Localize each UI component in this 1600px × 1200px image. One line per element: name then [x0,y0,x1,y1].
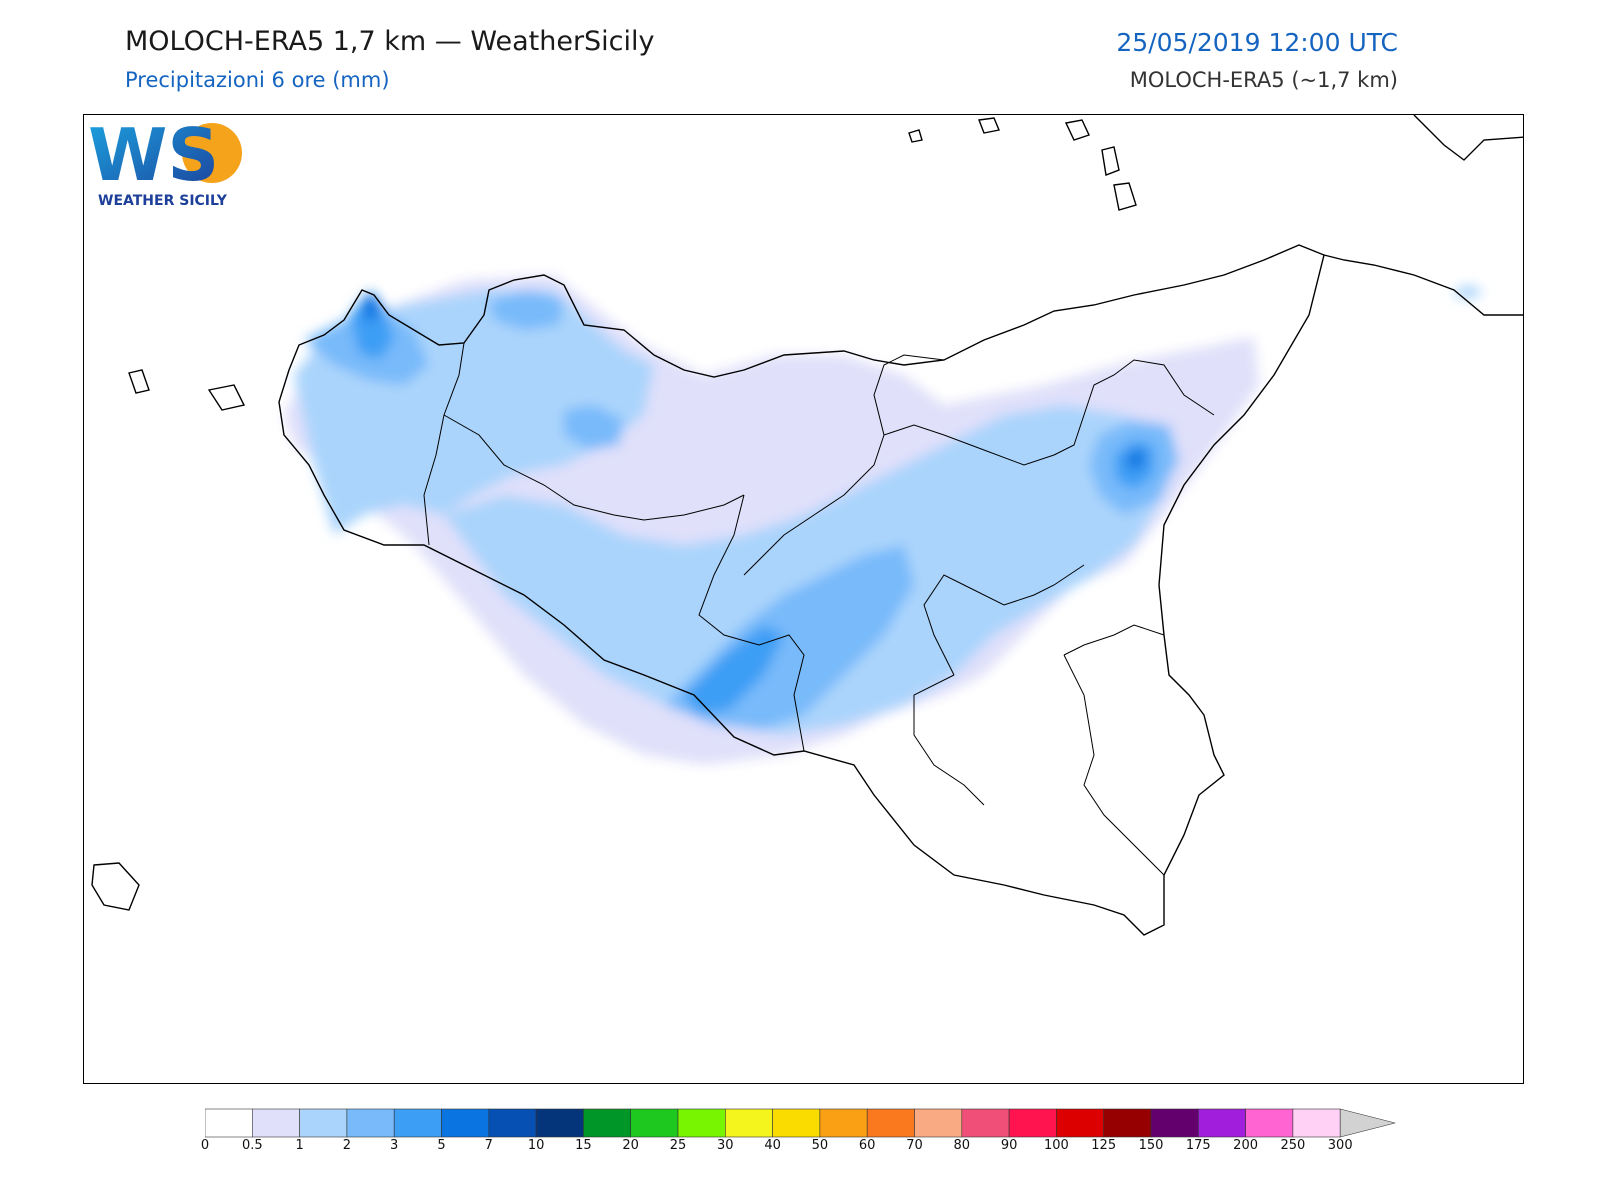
legend-swatch [1150,1108,1199,1138]
legend-tick-label: 5 [437,1138,446,1153]
precip-area-5mm-east [1127,448,1147,471]
logo-mark: WS [88,115,219,197]
legend-tick-label: 80 [953,1138,971,1153]
precip-area-5mm [362,291,380,323]
coastlines [91,115,1523,936]
precipitation-map: WS WEATHER SICILY [83,114,1524,1084]
legend-extend-arrow [1339,1108,1396,1138]
province-borders [423,342,1215,876]
legend-tick-label: 10 [527,1138,545,1153]
legend-swatch [1056,1108,1105,1138]
legend-colorbar [205,1108,1396,1138]
precip-area-2mm-nw [489,290,564,330]
legend-swatch [819,1108,868,1138]
legend-swatch [677,1108,726,1138]
legend-tick-label: 40 [764,1138,781,1153]
island-marettimo [128,369,150,394]
precip-area-1mm-central [444,405,1174,735]
legend-swatch [772,1108,821,1138]
legend-swatch [205,1108,253,1138]
legend-swatch [630,1108,679,1138]
legend-tick-label: 175 [1185,1138,1211,1153]
legend-tick-label: 250 [1280,1138,1306,1153]
legend-swatch [393,1108,442,1138]
legend-swatch [299,1108,348,1138]
island-salina [1064,119,1090,141]
legend-tick-label: 7 [484,1138,493,1153]
legend-tick-label: 25 [669,1138,687,1153]
precip-area-3mm-nw [349,293,394,360]
legend-swatch [1245,1108,1294,1138]
legend-swatch [535,1108,584,1138]
calabria-north-coast [1413,115,1523,161]
legend-swatch [441,1108,490,1138]
legend-tick-label: 90 [1000,1138,1018,1153]
precip-area-3mm-south [684,625,784,715]
legend-swatch [914,1108,963,1138]
precipitation-field [284,275,1484,765]
calabria-coast [1323,254,1523,316]
map-canvas [91,115,1523,936]
legend-tick-label: 70 [906,1138,923,1153]
legend-swatch [488,1108,537,1138]
legend-swatch [251,1108,300,1138]
legend-tick-label: 15 [575,1138,592,1153]
legend-swatch [1197,1108,1246,1138]
logo-text: WEATHER SICILY [98,193,228,209]
island-vulcano [1113,182,1137,211]
legend-tick-label: 100 [1043,1138,1069,1153]
legend-tick-label: 20 [622,1138,639,1153]
island-pantelleria [91,862,140,911]
sicily-coastline [278,244,1325,936]
legend-swatch [583,1108,631,1138]
sun-icon [182,123,242,183]
legend-tick-label: 1 [295,1138,304,1153]
legend-tick-label: 125 [1091,1138,1117,1153]
legend-tick-label: 0.5 [241,1138,263,1153]
legend-swatch [866,1108,915,1138]
valid-datetime: 25/05/2019 12:00 UTC [1116,28,1398,57]
legend-tick-label: 200 [1233,1138,1259,1153]
legend-tick-label: 3 [390,1138,399,1153]
legend-swatch [1103,1108,1152,1138]
island-alicudi [978,117,1000,134]
legend-swatch [346,1108,395,1138]
legend-tick-label: 60 [858,1138,876,1153]
legend-swatch [961,1108,1010,1138]
legend-swatch [1292,1108,1341,1138]
legend-tick-label: 150 [1138,1138,1164,1153]
legend-tick-label: 30 [717,1138,734,1153]
island-lipari [1101,146,1120,176]
precip-area-2mm-center [564,405,624,450]
model-label: MOLOCH-ERA5 (~1,7 km) [1129,68,1398,92]
legend-tick-label: 0 [200,1138,210,1153]
legend-tick-label: 2 [342,1138,352,1153]
island-ustica [908,129,923,143]
legend-swatch [1008,1108,1057,1138]
precip-area-2mm-calabria [1454,285,1484,299]
legend-tick-label: 50 [811,1138,829,1153]
map-subtitle: Precipitazioni 6 ore (mm) [125,68,390,92]
map-title: MOLOCH-ERA5 1,7 km — WeatherSicily [125,26,655,57]
legend-tick-label: 300 [1327,1138,1353,1153]
legend-swatch [724,1108,773,1138]
island-favignana [207,384,246,411]
weathersicily-logo: WS WEATHER SICILY [88,115,242,209]
